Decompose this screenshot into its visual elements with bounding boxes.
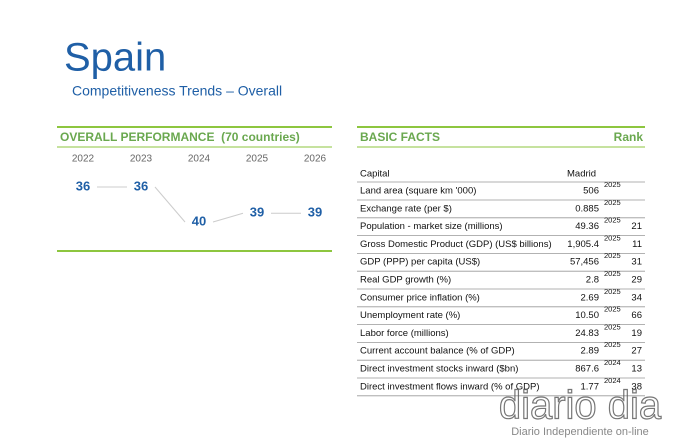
fact-value: 2.69	[581, 292, 600, 303]
fact-rank: 34	[631, 292, 642, 303]
year-label: 2022	[72, 154, 95, 165]
fact-value: 24.83	[575, 328, 599, 339]
fact-value: 57,456	[570, 257, 599, 268]
rank-value: 39	[308, 205, 322, 220]
year-label: 2024	[188, 154, 211, 165]
year-label: 2025	[246, 154, 269, 165]
fact-rank: 21	[631, 221, 642, 232]
fact-label: GDP (PPP) per capita (US$)	[360, 257, 480, 268]
rank-value: 40	[192, 213, 206, 228]
fact-rank: 29	[631, 275, 642, 286]
fact-label: Current account balance (% of GDP)	[360, 346, 515, 357]
trend-segment	[212, 212, 244, 223]
fact-value: 867.6	[575, 364, 599, 375]
fact-label: Direct investment flows inward (% of GDP…	[360, 381, 540, 392]
fact-rank: 27	[631, 346, 642, 357]
fact-value: 1.77	[581, 381, 600, 392]
fact-value: 2.89	[581, 346, 600, 357]
capital-label: Capital	[360, 169, 390, 180]
fact-year: 2025	[604, 198, 621, 207]
rank-value: 39	[250, 205, 264, 220]
rank-header: Rank	[614, 130, 644, 144]
rank-value: 36	[76, 178, 90, 193]
fact-value: 1,905.4	[567, 239, 599, 250]
fact-label: Labor force (millions)	[360, 328, 449, 339]
fact-label: Consumer price inflation (%)	[360, 292, 480, 303]
watermark-brand: diario dia	[499, 384, 662, 428]
fact-rank: 13	[631, 364, 642, 375]
fact-label: Direct investment stocks inward ($bn)	[360, 364, 518, 375]
fact-year: 2024	[604, 376, 621, 385]
fact-label: Exchange rate (per $)	[360, 203, 452, 214]
year-label: 2023	[130, 154, 153, 165]
fact-year: 2024	[604, 358, 621, 367]
title: Spain	[64, 36, 166, 80]
subtitle: Competitiveness Trends – Overall	[72, 83, 282, 99]
panel-title: OVERALL PERFORMANCE (70 countries)	[60, 130, 300, 144]
fact-year: 2025	[604, 322, 621, 331]
fact-year: 2025	[604, 233, 621, 242]
fact-rank: 66	[631, 310, 642, 321]
year-label: 2026	[304, 154, 327, 165]
fact-label: Real GDP growth (%)	[360, 275, 451, 286]
fact-value: 49.36	[575, 221, 599, 232]
fact-rank: 11	[632, 239, 642, 250]
fact-rank: 38	[631, 381, 642, 392]
rank-value: 36	[134, 178, 148, 193]
fact-value: 10.50	[575, 310, 599, 321]
fact-year: 2025	[604, 305, 621, 314]
fact-label: Land area (square km '000)	[360, 186, 476, 197]
fact-value: 0.885	[575, 203, 599, 214]
trend-segment	[154, 186, 186, 223]
fact-label: Unemployment rate (%)	[360, 310, 460, 321]
fact-label: Population - market size (millions)	[360, 221, 503, 232]
fact-label: Gross Domestic Product (GDP) (US$ billio…	[360, 239, 552, 250]
fact-year: 2025	[604, 287, 621, 296]
fact-year: 2025	[604, 216, 621, 225]
fact-year: 2025	[604, 340, 621, 349]
fact-year: 2025	[604, 180, 621, 189]
watermark-tagline: Diario Independiente on-line	[511, 426, 649, 438]
panel-title: BASIC FACTS	[360, 130, 440, 144]
fact-value: 506	[583, 186, 599, 197]
fact-rank: 31	[631, 257, 642, 268]
capital: Madrid	[567, 169, 596, 180]
fact-year: 2025	[604, 251, 621, 260]
fact-rank: 19	[631, 328, 642, 339]
fact-year: 2025	[604, 269, 621, 278]
fact-value: 2.8	[586, 275, 599, 286]
